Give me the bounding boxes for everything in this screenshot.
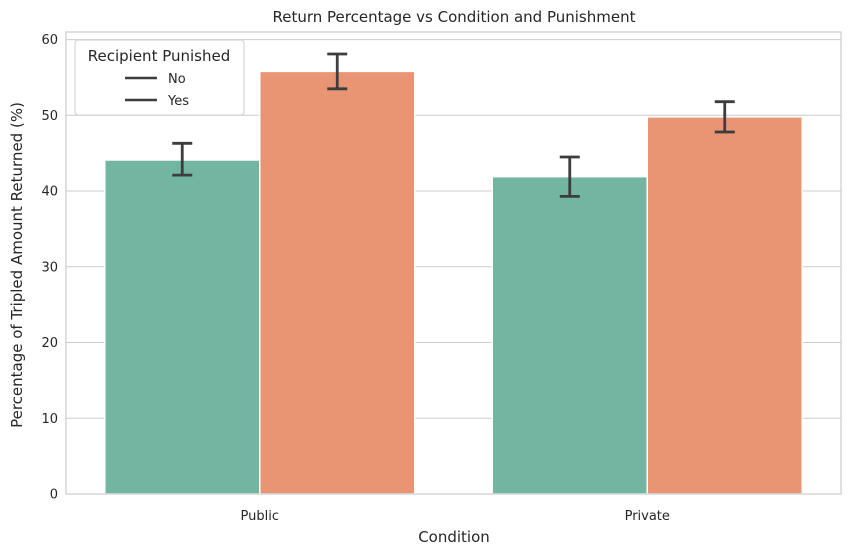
legend-label-yes: Yes <box>167 94 189 109</box>
y-tick-label: 50 <box>41 109 58 124</box>
bar-no-public <box>104 159 261 495</box>
error-bars <box>172 52 735 198</box>
x-tick-label: Public <box>241 509 279 524</box>
y-axis-label: Percentage of Tripled Amount Returned (%… <box>8 102 26 428</box>
bar-no-private <box>491 175 648 495</box>
y-tick-label: 60 <box>41 33 58 48</box>
chart-title: Return Percentage vs Condition and Punis… <box>272 8 635 26</box>
tick-labels: 0 10 20 30 40 50 60 Public Private <box>41 33 669 524</box>
legend-frame <box>74 39 245 116</box>
legend-title: Recipient Punished <box>88 47 231 65</box>
x-tick-label: Private <box>625 509 670 524</box>
axes <box>65 31 842 495</box>
bar-yes-private <box>646 116 803 495</box>
y-tick-label: 40 <box>41 185 58 200</box>
bars <box>104 70 803 495</box>
plot-frame <box>65 31 842 495</box>
legend: Recipient Punished No Yes <box>74 39 245 116</box>
bar-yes-public <box>259 70 416 495</box>
y-tick-label: 30 <box>41 260 58 275</box>
y-tick-label: 0 <box>50 488 58 503</box>
x-axis-label: Condition <box>418 528 490 546</box>
y-tick-label: 20 <box>41 336 58 351</box>
y-tick-label: 10 <box>41 412 58 427</box>
legend-label-no: No <box>168 72 186 87</box>
